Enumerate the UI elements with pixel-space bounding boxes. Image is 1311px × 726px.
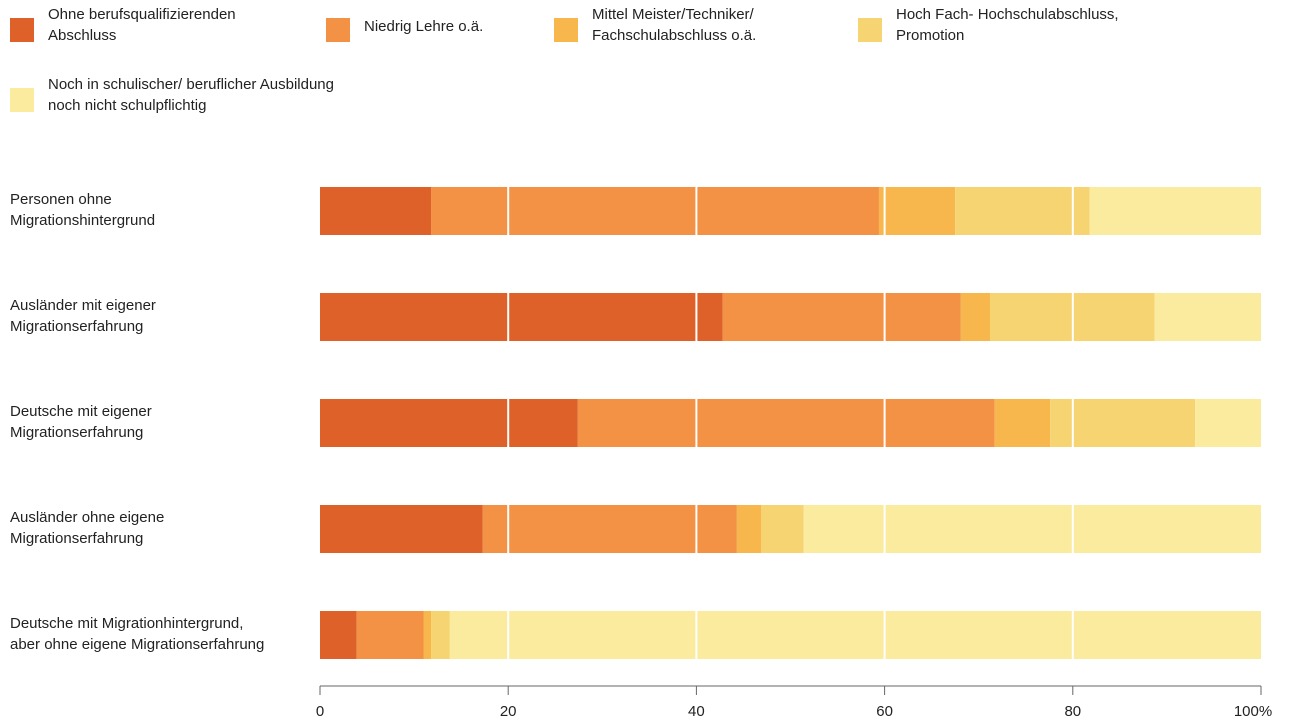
bar-segment (431, 187, 879, 235)
legend-label: Hoch Fach- Hochschulabschluss, Promotion (896, 6, 1119, 44)
bar-segment (577, 399, 995, 447)
x-tick-label: 100% (1234, 703, 1272, 720)
legend-item-ausbildung: Noch in schulischer/ beruflicher Ausbild… (10, 74, 334, 116)
x-axis: 0 20 40 60 80 100% (316, 685, 1272, 720)
bar-segment (320, 505, 483, 553)
bar-segment (431, 611, 450, 659)
bar-segment (320, 187, 432, 235)
grid-lines (507, 184, 1074, 662)
bar-segment (878, 187, 956, 235)
category-label: Deutsche mit eigener Migrationserfahrung (10, 403, 152, 441)
bar-segment (356, 611, 424, 659)
x-tick-label: 40 (688, 703, 705, 720)
bar-segment (482, 505, 737, 553)
category-label: Personen ohne Migrationshintergrund (10, 191, 156, 229)
category-label: Deutsche mit Migrationhintergrund, aber … (10, 615, 265, 653)
bar-segment (960, 293, 990, 341)
bar-segment (449, 611, 1261, 659)
legend-item-mittel: Mittel Meister/Techniker/ Fachschulabsch… (554, 4, 756, 46)
category-label: Ausländer ohne eigene Migrationserfahrun… (10, 509, 165, 547)
bar-segment (1050, 399, 1196, 447)
x-tick-label: 60 (876, 703, 893, 720)
legend-label: Niedrig Lehre o.ä. (364, 18, 484, 35)
bar-segment (320, 293, 723, 341)
bar-segment (1089, 187, 1261, 235)
bar-segment (1195, 399, 1261, 447)
bar-group (320, 187, 1261, 659)
bar-segment (722, 293, 961, 341)
bar-segment (1154, 293, 1261, 341)
x-tick-label: 0 (316, 703, 324, 720)
x-tick-label: 20 (500, 703, 517, 720)
chart-legend: Ohne berufsqualifizierenden Abschluss Ni… (0, 0, 1311, 140)
bar-segment (955, 187, 1090, 235)
legend-swatch (10, 18, 34, 42)
legend-item-ohne-abschluss: Ohne berufsqualifizierenden Abschluss (10, 4, 236, 46)
bar-segment (761, 505, 804, 553)
bar-segment (320, 399, 578, 447)
legend-swatch (10, 88, 34, 112)
legend-item-hoch: Hoch Fach- Hochschulabschluss, Promotion (858, 4, 1119, 46)
bar-segment (320, 611, 357, 659)
bar-segment (736, 505, 762, 553)
legend-item-niedrig: Niedrig Lehre o.ä. (326, 4, 483, 42)
legend-label: Noch in schulischer/ beruflicher Ausbild… (48, 76, 334, 114)
bar-segment (423, 611, 432, 659)
category-label: Ausländer mit eigener Migrationserfahrun… (10, 297, 156, 335)
legend-label: Ohne berufsqualifizierenden Abschluss (48, 6, 236, 44)
bar-segment (803, 505, 1261, 553)
legend-swatch (326, 18, 350, 42)
x-tick-label: 80 (1064, 703, 1081, 720)
legend-swatch (858, 18, 882, 42)
legend-swatch (554, 18, 578, 42)
bar-segment (994, 399, 1051, 447)
legend-label: Mittel Meister/Techniker/ Fachschulabsch… (592, 6, 757, 44)
